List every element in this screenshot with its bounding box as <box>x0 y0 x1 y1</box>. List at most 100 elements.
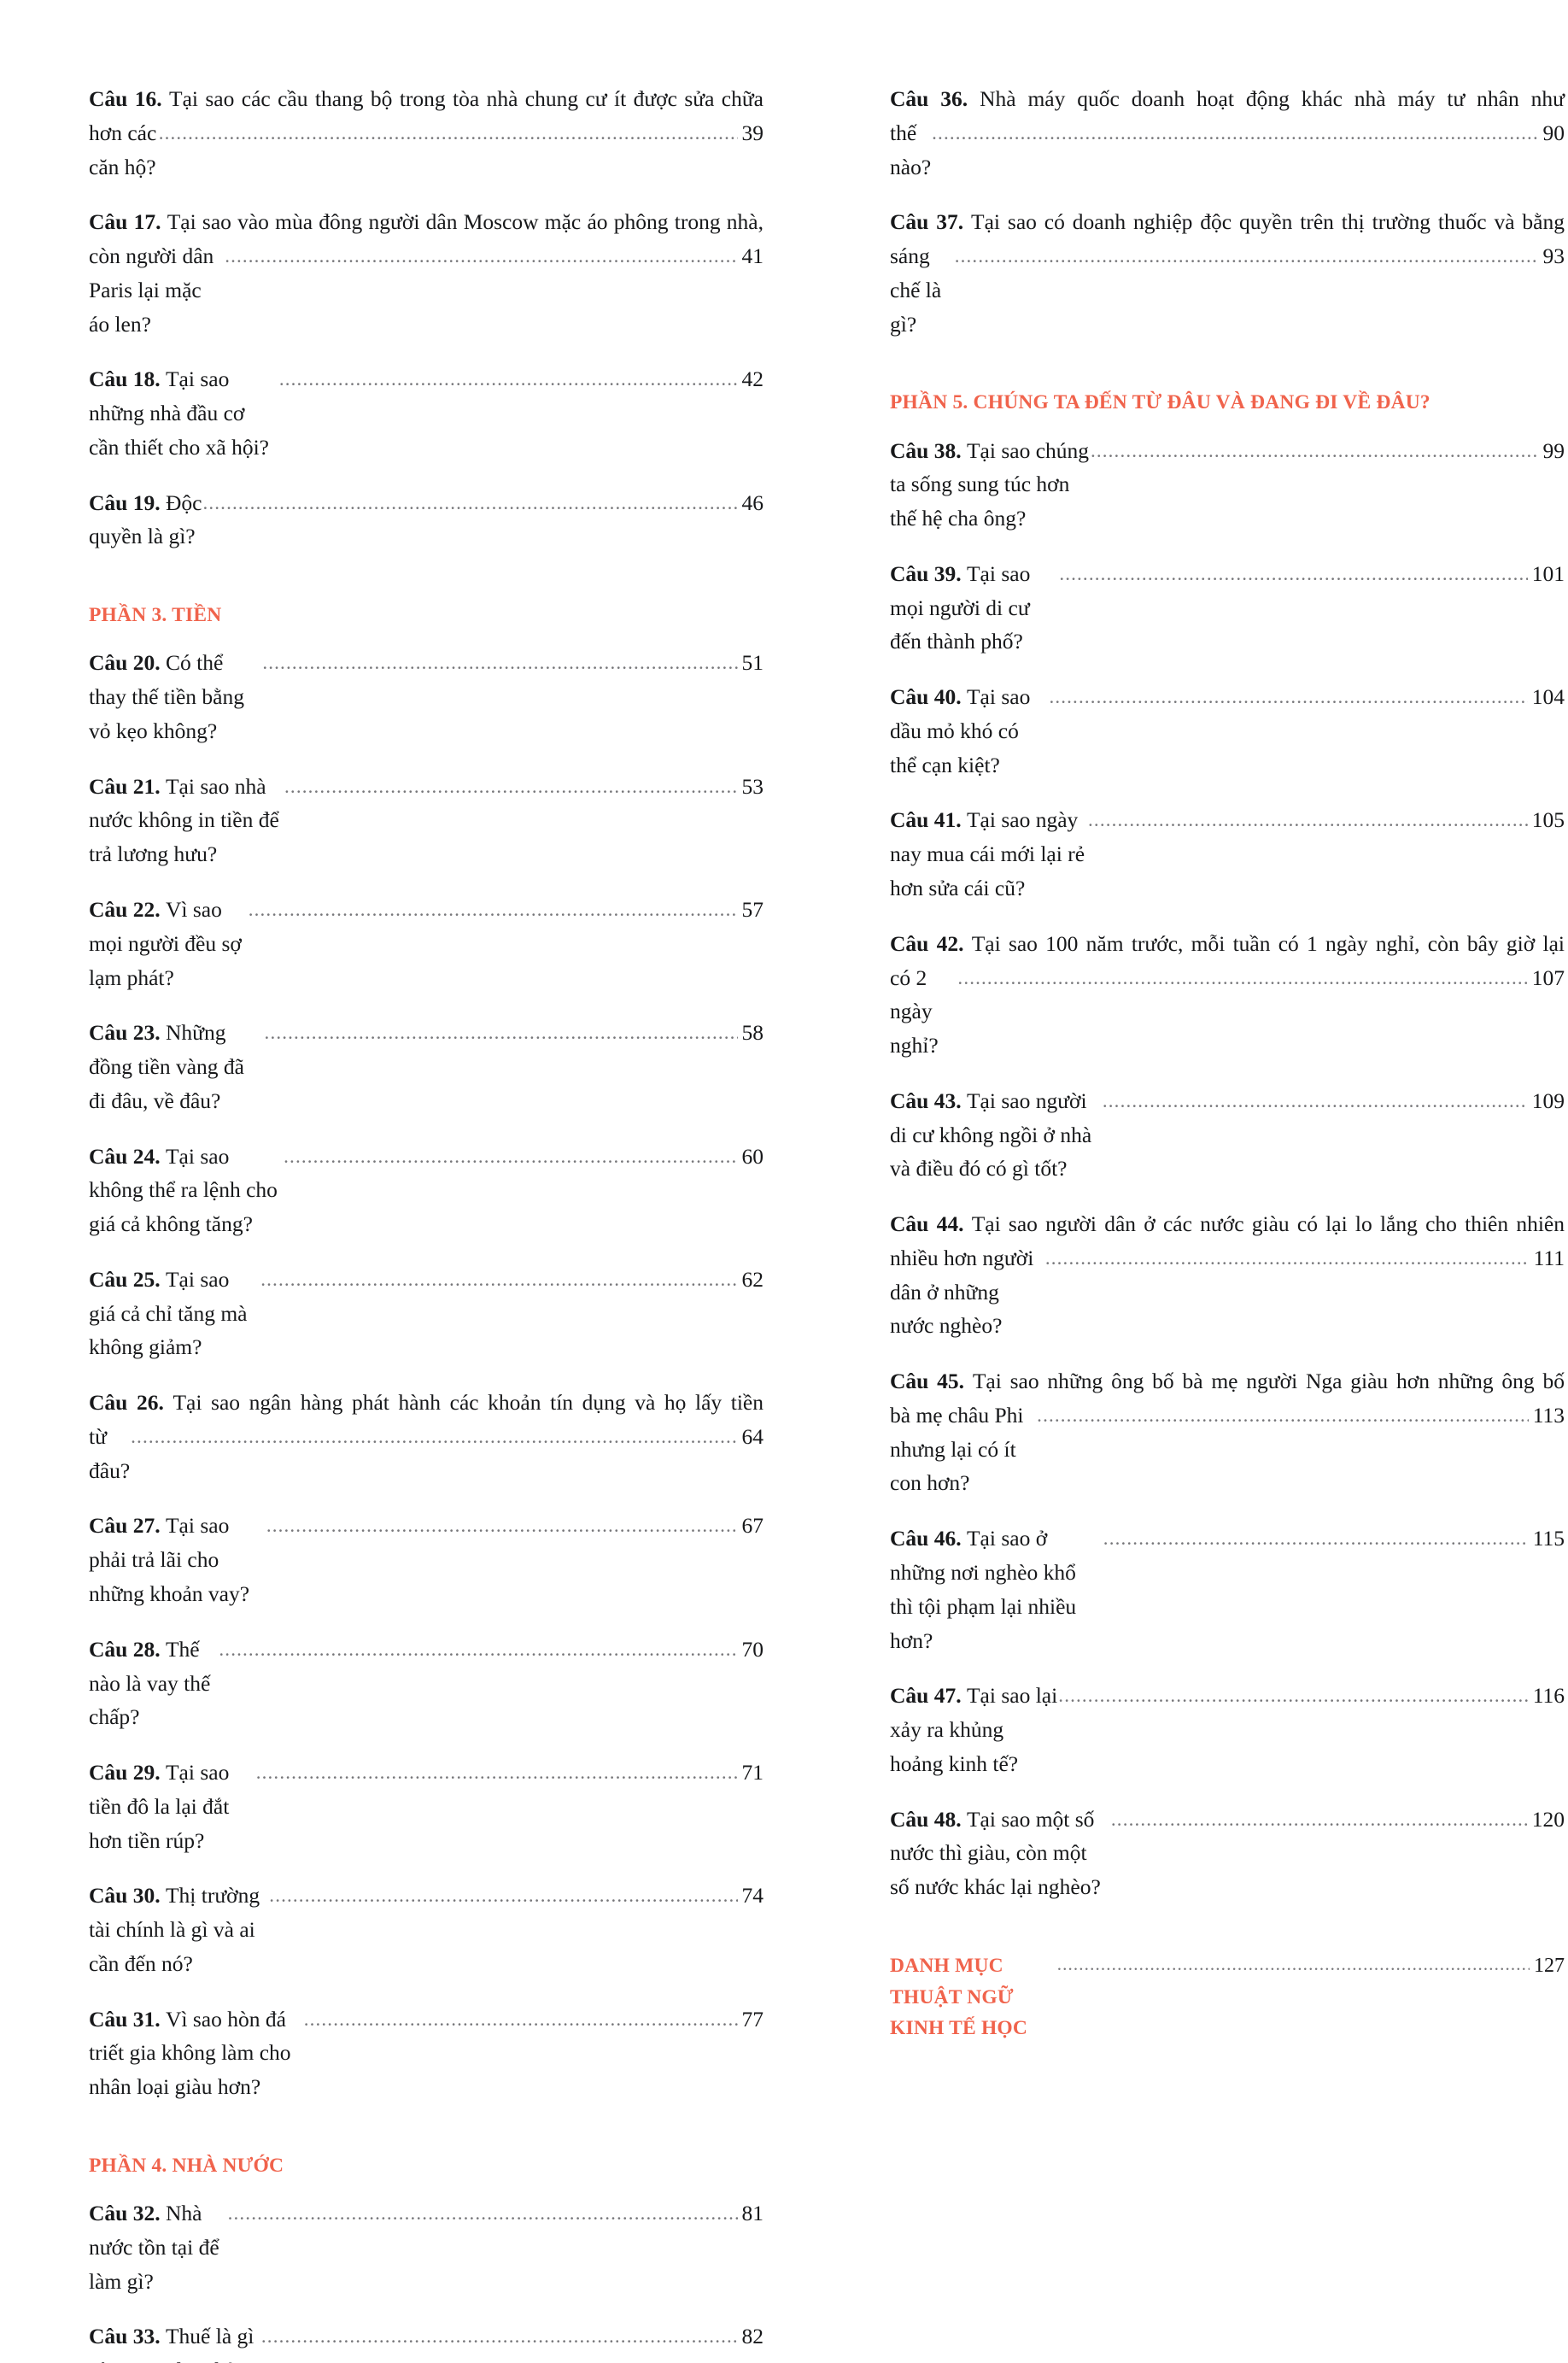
toc-entry-label: Câu 45. <box>890 1369 973 1394</box>
toc-entry[interactable]: Câu 39. Tại sao mọi người di cư đến thàn… <box>890 557 1565 659</box>
toc-entry-page: 71 <box>741 1760 764 1785</box>
toc-entry[interactable]: Câu 32. Nhà nước tồn tại để làm gì?.....… <box>89 2196 764 2298</box>
two-column-layout: Câu 16. Tại sao các cầu thang bộ trong t… <box>89 82 1565 2363</box>
toc-entry-question: Câu 25. Tại sao giá cả chỉ tăng mà không… <box>89 1263 260 1364</box>
toc-entry-page: 105 <box>1531 807 1565 833</box>
toc-entry-line: Câu 48. Tại sao một số nước thì giàu, cò… <box>890 1803 1565 1904</box>
toc-entry-question: Câu 31. Vì sao hòn đá triết gia không là… <box>89 2002 303 2104</box>
toc-entry-label: Câu 23. <box>89 1020 166 1046</box>
toc-entry-line: Câu 39. Tại sao mọi người di cư đến thàn… <box>890 557 1565 659</box>
toc-entry-text: Tại sao mọi người di cư đến thành phố? <box>890 560 1031 654</box>
toc-entry[interactable]: Câu 24. Tại sao không thể ra lệnh cho gi… <box>89 1140 764 1241</box>
toc-entry-text: Tại sao các cầu thang bộ trong tòa nhà c… <box>169 86 764 111</box>
toc-entry-label: Câu 42. <box>890 930 972 956</box>
toc-entry[interactable]: Câu 41. Tại sao ngày nay mua cái mới lại… <box>890 803 1565 905</box>
toc-entry-text-tail: sáng chế là gì? <box>890 243 942 337</box>
toc-entry-page: 62 <box>741 1266 764 1292</box>
toc-entry[interactable]: Câu 37. Tại sao có doanh nghiệp độc quyề… <box>890 205 1565 341</box>
toc-entry[interactable]: Câu 47. Tại sao lại xảy ra khủng hoảng k… <box>890 1679 1565 1780</box>
toc-entry[interactable]: Câu 44. Tại sao người dân ở các nước già… <box>890 1207 1565 1343</box>
toc-entry[interactable]: Câu 46. Tại sao ở những nơi nghèo khổ th… <box>890 1522 1565 1657</box>
toc-entry-text: Có thể thay thế tiền bằng vỏ kẹo không? <box>89 650 244 743</box>
toc-entry-page: 77 <box>741 2006 764 2032</box>
toc-entry-text: Tại sao ngân hàng phát hành các khoản tí… <box>173 1390 764 1416</box>
toc-entry-line-1: Câu 42. Tại sao 100 năm trước, mỗi tuần … <box>890 927 1565 961</box>
leader-dots: ........................................… <box>284 1145 738 1167</box>
toc-entry-line-1: Câu 44. Tại sao người dân ở các nước già… <box>890 1207 1565 1241</box>
toc-entry[interactable]: Câu 23. Những đồng tiền vàng đã đi đâu, … <box>89 1016 764 1117</box>
toc-entry-question: Câu 27. Tại sao phải trả lãi cho những k… <box>89 1509 266 1610</box>
toc-entry-page: 51 <box>741 650 764 676</box>
part-heading-3: PHẦN 3. TIỀN <box>89 604 222 627</box>
toc-entry-label: Câu 30. <box>89 1883 166 1909</box>
toc-entry-question: Câu 40. Tại sao dầu mỏ khó có thể cạn ki… <box>890 680 1048 782</box>
leader-dots: ........................................… <box>1058 1685 1528 1707</box>
toc-entry-line: Câu 41. Tại sao ngày nay mua cái mới lại… <box>890 803 1565 905</box>
toc-entry[interactable]: Câu 38. Tại sao chúng ta sống sung túc h… <box>890 434 1565 536</box>
toc-entry-line-2: nhiều hơn người dân ở những nước nghèo?.… <box>890 1241 1565 1343</box>
toc-entry-page: 42 <box>741 366 764 392</box>
toc-entry[interactable]: Câu 36. Nhà máy quốc doanh hoạt động khá… <box>890 82 1565 184</box>
toc-entry[interactable]: Câu 48. Tại sao một số nước thì giàu, cò… <box>890 1803 1565 1904</box>
toc-entry-label: Câu 21. <box>89 773 166 799</box>
spacer <box>89 554 764 603</box>
toc-entry-question: Câu 48. Tại sao một số nước thì giàu, cò… <box>890 1803 1110 1904</box>
toc-entry[interactable]: Câu 22. Vì sao mọi người đều sợ lạm phát… <box>89 893 764 994</box>
toc-entry-label: Câu 39. <box>890 560 967 586</box>
toc-entry-label: Câu 28. <box>89 1636 166 1662</box>
toc-entry-text-tail: thế nào? <box>890 120 932 179</box>
toc-entry-page: 58 <box>741 1020 764 1046</box>
leader-dots: ........................................… <box>1037 1404 1529 1426</box>
toc-entry-label: Câu 24. <box>89 1143 166 1169</box>
left-entries-top: Câu 16. Tại sao các cầu thang bộ trong t… <box>89 82 764 554</box>
toc-entry[interactable]: Câu 45. Tại sao những ông bố bà mẹ người… <box>890 1364 1565 1500</box>
toc-entry-question: Câu 18. Tại sao những nhà đầu cơ cần thi… <box>89 362 278 464</box>
toc-entry-label: Câu 29. <box>89 1760 166 1785</box>
toc-entry-text-tail: từ đâu? <box>89 1423 131 1483</box>
toc-entry[interactable]: Câu 40. Tại sao dầu mỏ khó có thể cạn ki… <box>890 680 1565 782</box>
toc-entry-line: Câu 33. Thuế là gì và tại sao lại phải đ… <box>89 2319 764 2363</box>
leader-dots: ........................................… <box>260 2325 738 2348</box>
toc-entry-text: Tại sao người dân ở các nước giàu có lại… <box>971 1211 1565 1237</box>
toc-entry-label: Câu 27. <box>89 1513 166 1539</box>
spacer <box>890 341 1565 390</box>
toc-entry[interactable]: Câu 42. Tại sao 100 năm trước, mỗi tuần … <box>890 927 1565 1063</box>
toc-entry-question: Câu 29. Tại sao tiền đô la lại đắt hơn t… <box>89 1756 255 1857</box>
toc-entry-question: Câu 39. Tại sao mọi người di cư đến thàn… <box>890 557 1058 659</box>
toc-entry[interactable]: Câu 30. Thị trường tài chính là gì và ai… <box>89 1879 764 1980</box>
toc-entry[interactable]: Câu 18. Tại sao những nhà đầu cơ cần thi… <box>89 362 764 464</box>
toc-entry[interactable]: Câu 25. Tại sao giá cả chỉ tăng mà không… <box>89 1263 764 1364</box>
toc-entry[interactable]: Câu 28. Thế nào là vay thế chấp?........… <box>89 1633 764 1734</box>
leader-dots: ........................................… <box>1049 686 1527 708</box>
toc-entry-line-2: còn người dân Paris lại mặc áo len?.....… <box>89 239 764 341</box>
toc-entry-line: Câu 18. Tại sao những nhà đầu cơ cần thi… <box>89 362 764 464</box>
leader-dots: ........................................… <box>262 652 738 674</box>
toc-entry[interactable]: Câu 20. Có thể thay thế tiền bằng vỏ kẹo… <box>89 646 764 748</box>
toc-entry-page: 74 <box>741 1883 764 1909</box>
toc-entry-text-tail: bà mẹ châu Phi nhưng lại có ít con hơn? <box>890 1402 1024 1496</box>
toc-entry[interactable]: Câu 19. Độc quyền là gì?................… <box>89 486 764 554</box>
toc-entry[interactable]: Câu 17. Tại sao vào mùa đông người dân M… <box>89 205 764 341</box>
toc-entry[interactable]: Câu 27. Tại sao phải trả lãi cho những k… <box>89 1509 764 1610</box>
leader-dots: ........................................… <box>1090 439 1539 461</box>
catalogue-entry[interactable]: DANH MỤC THUẬT NGỮ KINH TẾ HỌC .........… <box>890 1950 1565 2044</box>
toc-entry[interactable]: Câu 33. Thuế là gì và tại sao lại phải đ… <box>89 2319 764 2363</box>
leader-dots: ........................................… <box>269 1885 737 1907</box>
toc-entry-line-1: Câu 36. Nhà máy quốc doanh hoạt động khá… <box>890 82 1565 116</box>
right-column: Câu 36. Nhà máy quốc doanh hoạt động khá… <box>890 82 1565 2044</box>
toc-entry[interactable]: Câu 26. Tại sao ngân hàng phát hành các … <box>89 1386 764 1487</box>
toc-entry[interactable]: Câu 43. Tại sao người di cư không ngồi ở… <box>890 1084 1565 1186</box>
toc-entry[interactable]: Câu 21. Tại sao nhà nước không in tiền đ… <box>89 770 764 871</box>
toc-entry-line-2: có 2 ngày nghỉ?.........................… <box>890 961 1565 1063</box>
toc-entry[interactable]: Câu 16. Tại sao các cầu thang bộ trong t… <box>89 82 764 184</box>
leader-dots: ........................................… <box>1102 1089 1528 1111</box>
toc-entry-line: Câu 32. Nhà nước tồn tại để làm gì?.....… <box>89 2196 764 2298</box>
toc-entry-question: Câu 33. Thuế là gì và tại sao lại phải đ… <box>89 2319 260 2363</box>
toc-entry-line-2: từ đâu?.................................… <box>89 1420 764 1488</box>
toc-entry[interactable]: Câu 31. Vì sao hòn đá triết gia không là… <box>89 2002 764 2104</box>
toc-entry[interactable]: Câu 29. Tại sao tiền đô la lại đắt hơn t… <box>89 1756 764 1857</box>
leader-dots: ........................................… <box>1056 1953 1530 1974</box>
toc-entry-page: 82 <box>741 2324 764 2349</box>
right-entries-top: Câu 36. Nhà máy quốc doanh hoạt động khá… <box>890 82 1565 341</box>
toc-entry-line: Câu 20. Có thể thay thế tiền bằng vỏ kẹo… <box>89 646 764 748</box>
